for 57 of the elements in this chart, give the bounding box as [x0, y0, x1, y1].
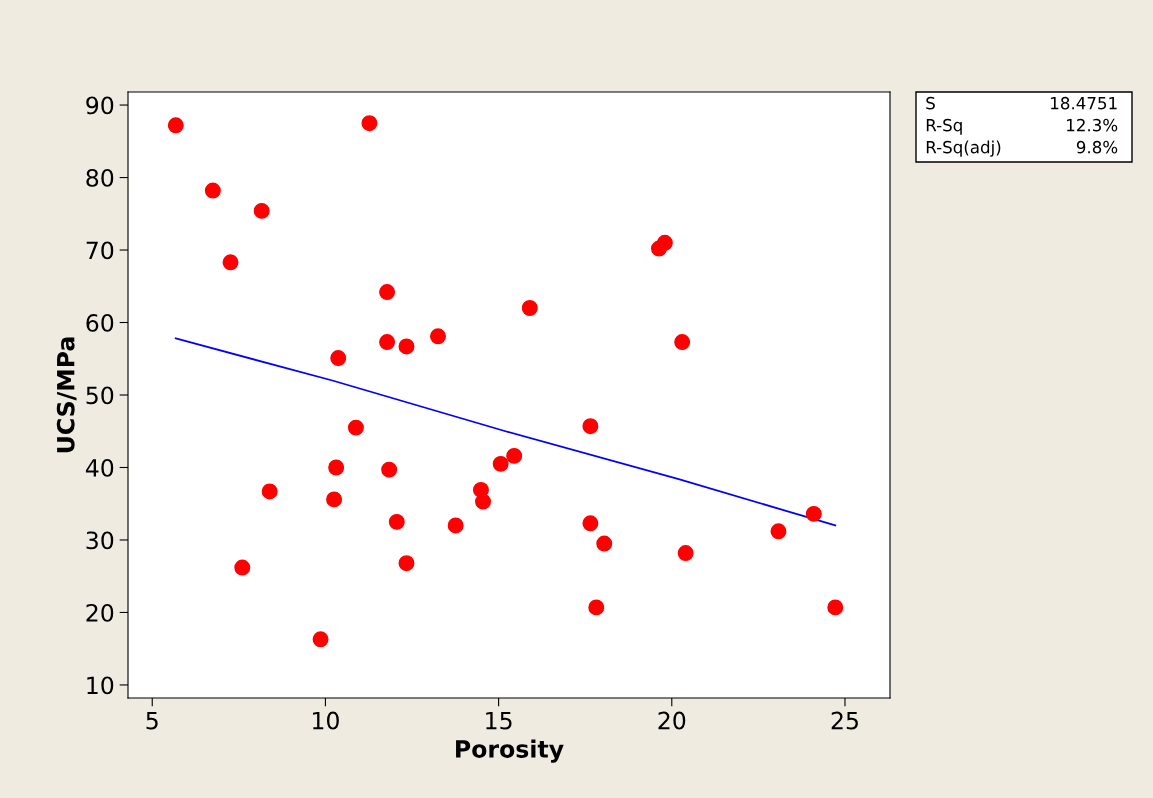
y-tick-label: 50	[86, 386, 114, 405]
point	[475, 493, 492, 510]
point	[447, 517, 464, 534]
x-tick-label: 25	[831, 711, 858, 730]
point	[379, 284, 396, 301]
y-tick-label: 20	[86, 603, 114, 622]
point	[234, 559, 251, 576]
point	[347, 419, 364, 436]
x-tick-label: 15	[486, 711, 512, 730]
x-tick-label: 5	[146, 711, 158, 730]
point	[674, 334, 691, 351]
point	[805, 505, 822, 522]
point	[582, 515, 599, 532]
point	[381, 461, 398, 478]
text: R-Sq(adj)	[926, 140, 1001, 157]
point	[596, 535, 613, 552]
point	[506, 447, 523, 464]
point	[326, 491, 343, 508]
text: 9.8%	[1076, 140, 1118, 154]
point	[388, 513, 405, 530]
point	[827, 599, 844, 616]
x-tick-label: 10	[313, 711, 339, 730]
text: 12.3%	[1067, 118, 1118, 132]
y-axis-title: UCS/MPa	[56, 337, 77, 453]
point	[261, 483, 278, 500]
y-tick-label: 90	[86, 96, 114, 115]
x-axis-title: Porosity	[456, 739, 564, 763]
y-tick-label: 60	[86, 313, 114, 332]
point	[398, 338, 415, 355]
point	[770, 523, 787, 540]
point	[582, 418, 599, 435]
x-tick-label: 20	[658, 711, 686, 730]
y-tick-label: 40	[85, 458, 114, 477]
point	[328, 459, 345, 476]
text: S	[926, 96, 935, 110]
point	[204, 182, 221, 199]
point	[588, 599, 605, 616]
y-tick-label: 70	[86, 241, 114, 260]
point	[656, 234, 673, 251]
point	[330, 350, 347, 367]
y-tick-label: 30	[86, 531, 114, 550]
y-tick-label: 10	[87, 676, 114, 695]
point	[398, 555, 415, 572]
point	[379, 334, 396, 351]
text: 18.4751	[1051, 96, 1117, 110]
point	[222, 254, 239, 271]
text: R-Sq	[926, 118, 962, 135]
point	[361, 115, 378, 132]
line-series	[174, 337, 837, 527]
point	[430, 328, 446, 345]
point	[253, 202, 270, 219]
point	[492, 455, 509, 472]
y-tick-label: 80	[86, 168, 114, 187]
point	[677, 545, 694, 562]
point	[312, 631, 329, 648]
point	[167, 117, 184, 134]
point	[521, 300, 538, 316]
